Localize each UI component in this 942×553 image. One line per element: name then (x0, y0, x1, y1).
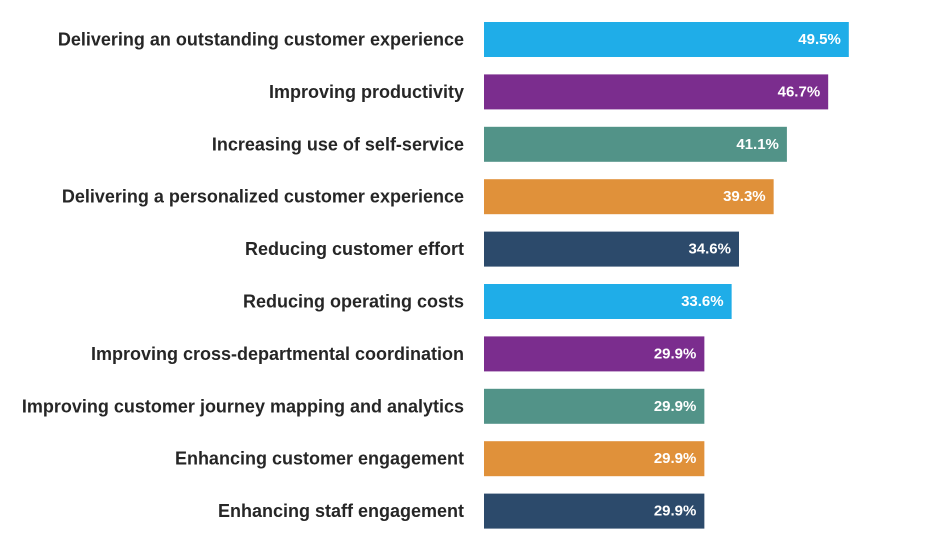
value-labels: 49.5% 46.7% 41.1% 39.3% 34.6% 33.6% 29.9% 29.9%… (654, 31, 841, 520)
bar (484, 74, 829, 110)
category-label: Improving cross-departmental coordinatio… (91, 344, 464, 364)
category-label: Reducing operating costs (243, 292, 464, 312)
data-label: 33.6% (681, 293, 724, 310)
data-label: 34.6% (688, 241, 731, 258)
category-label: Delivering an outstanding customer exper… (58, 30, 464, 50)
data-label: 49.5% (798, 31, 841, 48)
data-label: 29.9% (654, 503, 697, 520)
category-label: Increasing use of self-service (212, 134, 464, 154)
category-label: Enhancing customer engagement (175, 449, 464, 469)
category-label: Improving productivity (269, 82, 464, 102)
data-label: 39.3% (723, 188, 766, 205)
bar (484, 388, 705, 424)
bar (484, 179, 774, 215)
data-label: 29.9% (654, 450, 697, 467)
bar (484, 126, 787, 162)
bar (484, 231, 740, 267)
data-label: 29.9% (654, 345, 697, 362)
category-label: Delivering a personalized customer exper… (62, 187, 464, 207)
bar (484, 284, 732, 319)
data-label: 46.7% (778, 83, 821, 100)
bar (484, 441, 705, 477)
category-label: Reducing customer effort (245, 239, 464, 259)
category-label: Enhancing staff engagement (218, 501, 464, 521)
category-label: Improving customer journey mapping and a… (22, 396, 464, 416)
bars (484, 22, 849, 529)
bar (484, 336, 705, 372)
data-label: 29.9% (654, 398, 697, 415)
bar (484, 493, 705, 529)
bar (484, 22, 849, 57)
data-label: 41.1% (736, 136, 779, 153)
category-labels: Delivering an outstanding customer exper… (22, 30, 464, 522)
